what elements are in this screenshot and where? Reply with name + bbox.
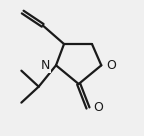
Text: O: O [107, 59, 116, 72]
Text: N: N [41, 59, 50, 72]
Text: O: O [93, 101, 103, 115]
